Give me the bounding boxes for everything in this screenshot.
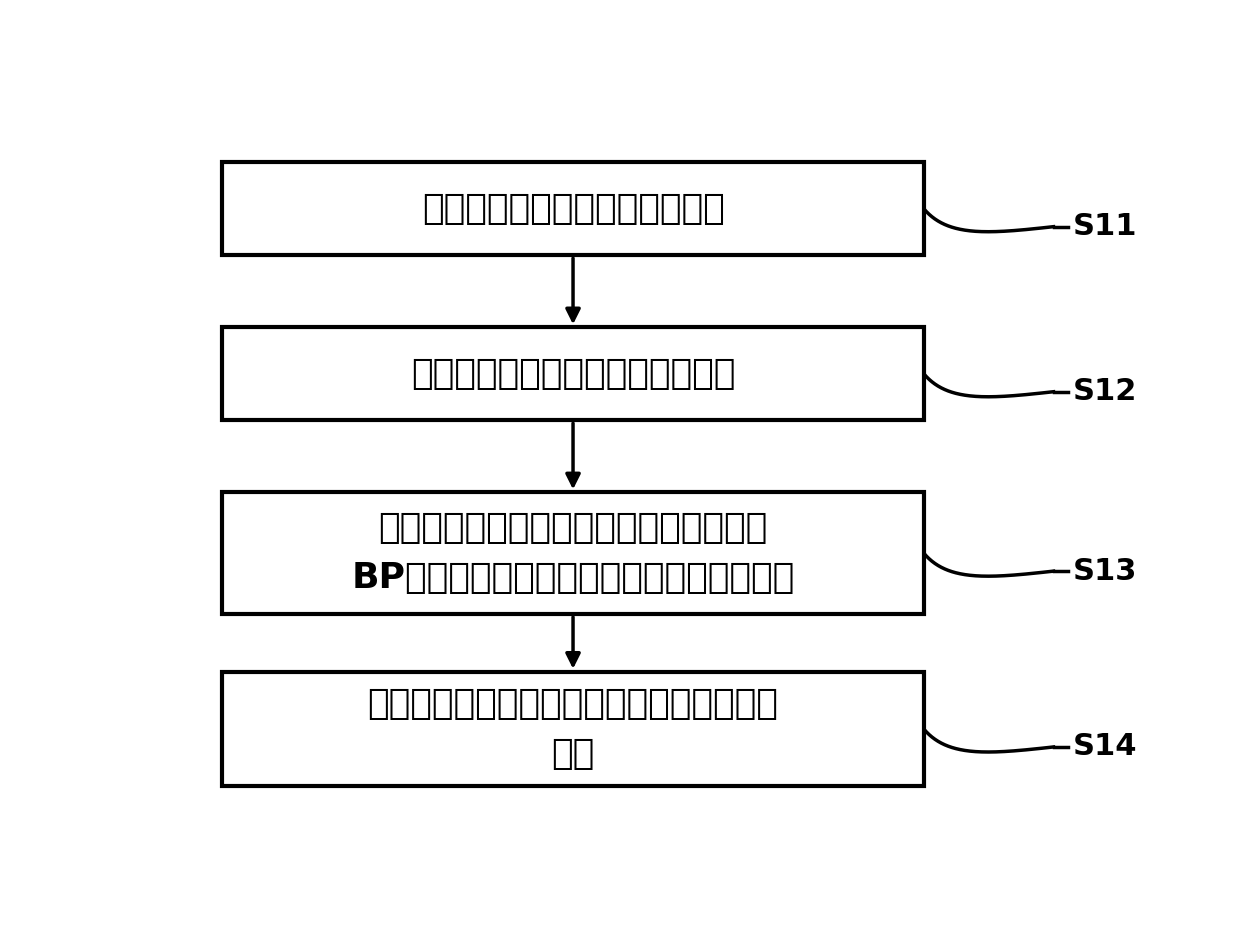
Text: S12: S12: [1073, 377, 1137, 406]
Bar: [222, 327, 924, 420]
Bar: [222, 492, 924, 614]
Text: 利用预处理及特征提取后的状态特征作为
BP神经网络的训练样本集搞建故障诊断模型: 利用预处理及特征提取后的状态特征作为 BP神经网络的训练样本集搞建故障诊断模型: [351, 511, 795, 596]
Text: S11: S11: [1073, 212, 1137, 241]
Bar: [222, 672, 924, 787]
Text: 采集数控机床主轴不同状态信号: 采集数控机床主轴不同状态信号: [422, 192, 724, 226]
Text: 利用故障诊断模型对数控机床主轴故障进行
诊断: 利用故障诊断模型对数控机床主轴故障进行 诊断: [367, 687, 779, 771]
Text: S13: S13: [1073, 556, 1137, 585]
Bar: [222, 162, 924, 255]
Text: 对状态信号进行预处理及特征提取: 对状态信号进行预处理及特征提取: [410, 357, 735, 391]
Text: S14: S14: [1073, 733, 1137, 761]
